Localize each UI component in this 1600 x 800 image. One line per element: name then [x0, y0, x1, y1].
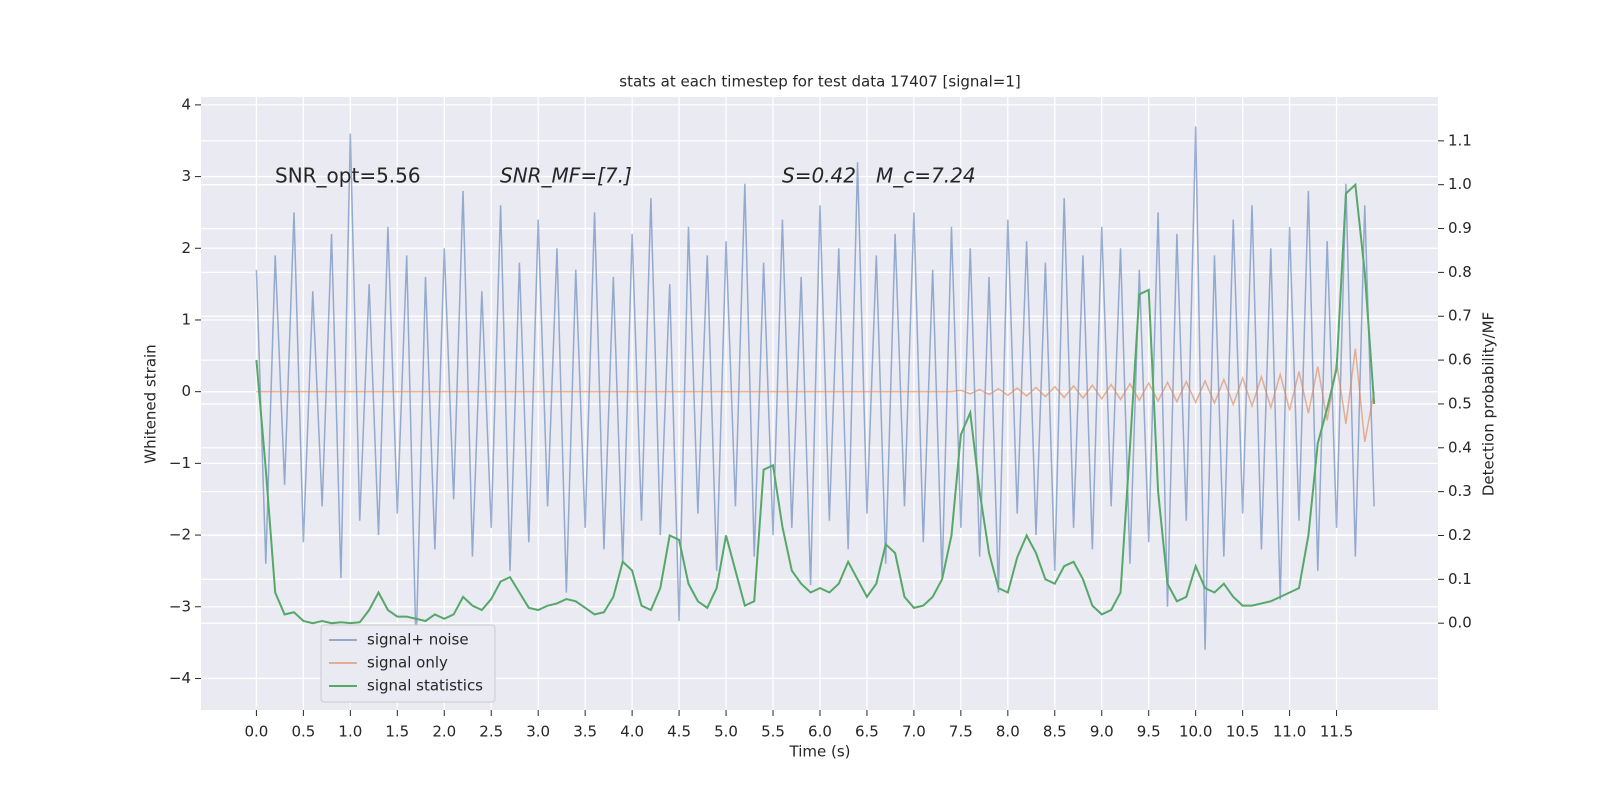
x-tick-label: 5.5 — [761, 723, 785, 741]
y-tick-label: 2 — [181, 239, 191, 257]
y2-tick-label: 0.7 — [1448, 307, 1472, 325]
annotation: M_c=7.24 — [876, 164, 976, 188]
x-tick-label: 1.5 — [385, 723, 409, 741]
series-line — [255, 182, 1376, 625]
annotation: SNR_MF=[7.] — [500, 164, 632, 188]
x-tick-label: 8.0 — [996, 723, 1020, 741]
x-tick-label: 10.0 — [1179, 723, 1212, 741]
y2-tick-label: 1.0 — [1448, 175, 1472, 193]
x-tick-label: 11.0 — [1273, 723, 1306, 741]
annotation: SNR_opt=5.56 — [275, 164, 421, 188]
y-tick-label: 0 — [181, 382, 191, 400]
x-tick-label: 4.5 — [667, 723, 691, 741]
series-line — [256, 348, 1375, 442]
y-tick-label: 1 — [181, 310, 191, 328]
y2-tick-label: 0.0 — [1448, 614, 1472, 632]
series-line — [255, 126, 1375, 650]
x-tick-label: 9.0 — [1090, 723, 1114, 741]
x-tick-label: 6.0 — [808, 723, 832, 741]
y-tick-label: −4 — [169, 669, 191, 687]
x-tick-label: 3.0 — [526, 723, 550, 741]
x-tick-label: 4.0 — [620, 723, 644, 741]
x-tick-label: 2.0 — [432, 723, 456, 741]
x-tick-label: 7.0 — [902, 723, 926, 741]
y-tick-label: −1 — [169, 454, 191, 472]
y2-tick-label: 0.3 — [1448, 482, 1472, 500]
annotation: S=0.42 — [782, 164, 856, 188]
y2-tick-label: 0.2 — [1448, 526, 1472, 544]
x-tick-label: 2.5 — [479, 723, 503, 741]
y-tick-label: 3 — [181, 167, 191, 185]
y2-tick-label: 0.9 — [1448, 219, 1472, 237]
x-tick-label: 7.5 — [949, 723, 973, 741]
x-tick-label: 8.5 — [1043, 723, 1067, 741]
y-tick-label: −3 — [169, 597, 191, 615]
y-tick-label: −2 — [169, 526, 191, 544]
x-tick-label: 5.0 — [714, 723, 738, 741]
y2-tick-label: 0.1 — [1448, 570, 1472, 588]
x-tick-label: 6.5 — [855, 723, 879, 741]
x-tick-label: 10.5 — [1226, 723, 1259, 741]
x-tick-label: 9.5 — [1137, 723, 1161, 741]
x-tick-label: 1.0 — [338, 723, 362, 741]
x-tick-label: 0.0 — [244, 723, 268, 741]
x-axis-label: Time (s) — [789, 743, 851, 761]
legend-label: signal only — [367, 654, 448, 672]
y2-tick-label: 0.5 — [1448, 394, 1472, 412]
chart-title: stats at each timestep for test data 174… — [619, 73, 1020, 91]
legend-label: signal+ noise — [367, 631, 469, 649]
legend-box — [320, 624, 496, 703]
y-tick-label: 4 — [181, 95, 191, 113]
x-tick-label: 11.5 — [1320, 723, 1353, 741]
x-tick-label: 0.5 — [291, 723, 315, 741]
legend-label: signal statistics — [367, 677, 483, 695]
x-tick-label: 3.5 — [573, 723, 597, 741]
y2-tick-label: 0.4 — [1448, 438, 1472, 456]
y2-tick-label: 1.1 — [1448, 131, 1472, 149]
y2-tick-label: 0.8 — [1448, 263, 1472, 281]
y2-axis-label: Detection probability/MF — [1480, 312, 1498, 496]
y-axis-label: Whitened strain — [142, 344, 160, 463]
y2-tick-label: 0.6 — [1448, 351, 1472, 369]
